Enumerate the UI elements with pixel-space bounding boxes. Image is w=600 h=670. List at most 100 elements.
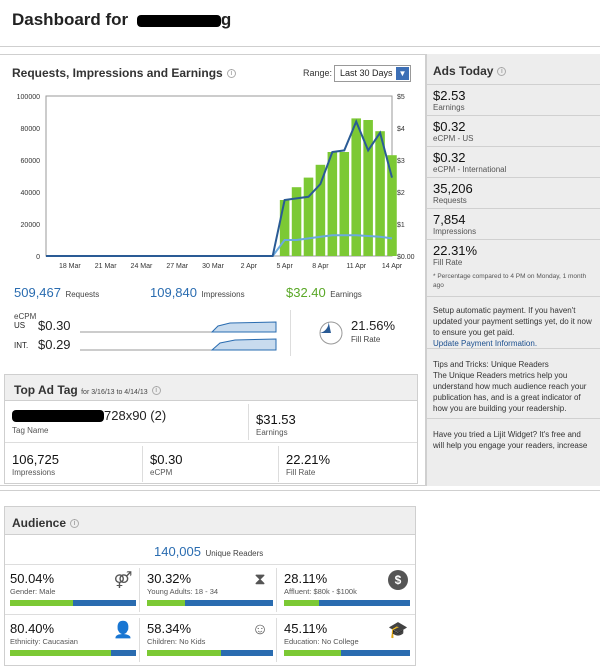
fill-rate-label: Fill Rate	[351, 335, 381, 344]
bar-requests	[327, 152, 338, 256]
y-left-tick-label: 100000	[17, 94, 40, 101]
audience-cell: 28.11% Affluent: $80k - $100k $	[280, 568, 414, 612]
audience-label: Affluent: $80k - $100k	[284, 587, 357, 596]
y-left-tick-label: 0	[36, 254, 40, 261]
tips-text: The Unique Readers metrics help you unde…	[433, 371, 587, 413]
ads-today-value: 7,854	[433, 212, 466, 227]
fill-rate-pie	[319, 321, 343, 345]
audience-label: Young Adults: 18 - 34	[147, 587, 219, 596]
chart-panel-title: Requests, Impressions and Earnings i	[12, 66, 236, 80]
audience-label: Ethnicity: Caucasian	[10, 637, 78, 646]
audience-bar	[10, 600, 136, 606]
x-tick-label: 24 Mar	[131, 263, 153, 270]
range-label: Range:	[303, 68, 333, 78]
x-tick-label: 2 Apr	[241, 263, 258, 270]
info-icon[interactable]: i	[497, 67, 507, 77]
audience-cell: 50.04% Gender: Male ⚤	[6, 568, 140, 612]
bar-requests	[339, 152, 350, 256]
tag-ecpm-value: $0.30	[150, 452, 183, 467]
tag-divider	[142, 446, 143, 482]
audience-panel	[4, 506, 416, 666]
tag-divider	[278, 446, 279, 482]
y-left-tick-label: 20000	[21, 222, 41, 229]
tag-name-value: 728x90 (2)	[104, 408, 167, 423]
audience-percent: 80.40%	[10, 621, 55, 636]
audience-bar-fill	[147, 600, 186, 606]
ads-today-label: eCPM - US	[433, 134, 474, 143]
audience-bar-fill	[10, 650, 112, 656]
y-right-tick-label: $0.00	[397, 254, 415, 261]
ads-today-label: Requests	[433, 196, 467, 205]
audience-percent: 50.04%	[10, 571, 55, 586]
update-payment-link[interactable]: Update Payment Information.	[433, 339, 538, 348]
audience-label: Children: No Kids	[147, 637, 206, 646]
audience-percent: 58.34%	[147, 621, 192, 636]
audience-percent: 30.32%	[147, 571, 192, 586]
person-icon: 👤	[113, 622, 133, 639]
payment-box: Setup automatic payment. If you haven't …	[427, 297, 600, 349]
audience-bar	[284, 650, 410, 656]
ecpm-us-label: US	[14, 321, 26, 330]
bar-requests	[387, 155, 397, 256]
ads-today-item: 22.31% Fill Rate	[427, 240, 600, 270]
ads-today-item: 35,206 Requests	[427, 178, 600, 209]
ads-today-label: Fill Rate	[433, 258, 463, 267]
tag-ecpm-label: eCPM	[150, 468, 173, 477]
tag-fill-rate-label: Fill Rate	[286, 468, 316, 477]
audience-divider	[5, 614, 415, 615]
audience-cell: 58.34% Children: No Kids ☺	[143, 618, 277, 662]
ecpm-intl-label: INT.	[14, 341, 29, 350]
y-right-tick-label: $1	[397, 222, 405, 229]
lijit-box: Have you tried a Lijit Widget? It's free…	[433, 430, 588, 453]
bar-requests	[279, 200, 290, 256]
audience-percent: 45.11%	[284, 621, 328, 636]
y-left-tick-label: 80000	[21, 126, 41, 133]
audience-title: Audience i	[12, 516, 80, 530]
header-divider	[0, 46, 600, 47]
y-right-tick-label: $2	[397, 190, 405, 197]
tips-title: Tips and Tricks: Unique Readers	[433, 360, 549, 369]
info-icon[interactable]: i	[226, 69, 236, 79]
y-left-tick-label: 40000	[21, 190, 41, 197]
requests-chart: 100000 80000 60000 40000 20000 0 $5 $4 $3 $2 $1 $0.…	[17, 94, 415, 270]
audience-label: Gender: Male	[10, 587, 56, 596]
ads-today-label: Earnings	[433, 103, 465, 112]
bar-requests	[291, 187, 302, 256]
y-right-tick-label: $4	[397, 126, 405, 133]
x-tick-label: 5 Apr	[276, 263, 293, 270]
bar-requests	[351, 118, 361, 257]
audience-bar	[284, 600, 410, 606]
bar-requests	[315, 164, 326, 256]
audience-cell: 45.11% Education: No College 🎓	[280, 618, 414, 662]
dollar-icon: $	[388, 570, 408, 590]
range-select[interactable]: Last 30 Days ▼	[334, 65, 411, 82]
ads-today-item: $0.32 eCPM - International	[427, 147, 600, 178]
total-requests: 509,467 Requests	[14, 285, 100, 300]
info-icon[interactable]: i	[151, 386, 161, 396]
ads-today-value: $2.53	[433, 88, 466, 103]
x-tick-label: 30 Mar	[202, 263, 224, 270]
tag-row-divider	[5, 442, 417, 443]
section-divider	[0, 490, 600, 491]
hourglass-icon: ⧗	[254, 571, 266, 588]
audience-divider	[5, 564, 415, 565]
audience-bar	[147, 600, 273, 606]
bar-requests	[375, 131, 385, 256]
x-tick-label: 27 Mar	[166, 263, 188, 270]
x-tick-label: 11 Apr	[346, 263, 366, 270]
audience-percent: 28.11%	[284, 571, 328, 586]
bar-requests	[303, 177, 314, 256]
ecpm-title: eCPM	[14, 312, 37, 321]
ads-today-list: $2.53 Earnings $0.32 eCPM - US $0.32 eCPM - I…	[427, 85, 600, 270]
ads-today-value: 35,206	[433, 181, 473, 196]
ads-today-label: eCPM - International	[433, 165, 507, 174]
info-icon[interactable]: i	[70, 519, 80, 529]
x-tick-label: 18 Mar	[59, 263, 81, 270]
tag-impressions-label: Impressions	[12, 468, 56, 477]
baby-icon: ☺	[251, 621, 269, 638]
ads-today-item: $2.53 Earnings	[427, 85, 600, 116]
tips-box: Tips and Tricks: Unique Readers The Uniq…	[427, 349, 600, 419]
ads-today-value: $0.32	[433, 150, 466, 165]
tag-earnings-label: Earnings	[256, 428, 288, 437]
top-ad-tag-title: Top Ad Tag for 3/16/13 to 4/14/13 i	[14, 383, 161, 397]
